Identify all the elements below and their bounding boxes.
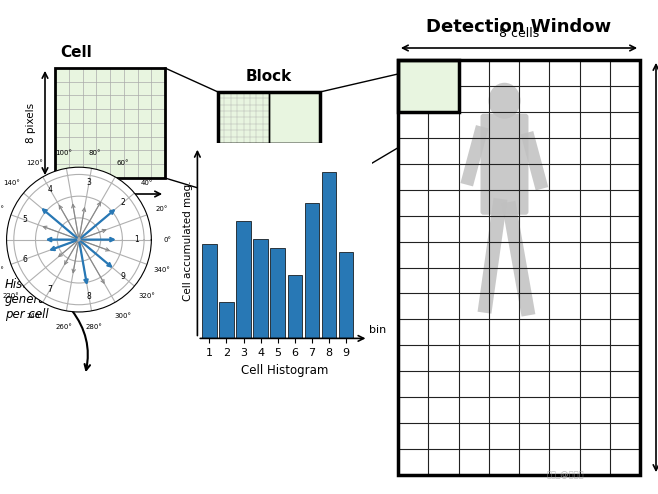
Text: 8 pixels: 8 pixels — [26, 103, 36, 143]
Text: Histogram
generated
per cell: Histogram generated per cell — [5, 278, 66, 321]
Text: 3: 3 — [87, 178, 91, 187]
FancyBboxPatch shape — [480, 114, 528, 215]
Bar — [219, 302, 234, 338]
Text: 6: 6 — [22, 255, 27, 264]
Text: 9: 9 — [121, 272, 126, 281]
Bar — [218, 143, 269, 194]
Bar — [322, 172, 336, 338]
Bar — [218, 92, 269, 143]
Bar — [270, 248, 285, 338]
Polygon shape — [501, 201, 536, 317]
Text: 2x2 cells: 2x2 cells — [241, 204, 297, 217]
X-axis label: Cell Histogram: Cell Histogram — [241, 364, 328, 376]
Text: 7: 7 — [47, 285, 53, 294]
Text: Block: Block — [246, 69, 292, 84]
Bar — [398, 60, 640, 475]
Text: 8 pixels: 8 pixels — [89, 205, 132, 215]
Bar — [218, 143, 269, 194]
Bar — [339, 251, 353, 338]
Polygon shape — [478, 198, 507, 314]
Bar — [269, 92, 320, 143]
Text: 1: 1 — [134, 235, 139, 244]
Bar — [218, 92, 269, 143]
Text: Detection Window: Detection Window — [426, 18, 611, 36]
Bar — [218, 92, 320, 194]
Text: Cell: Cell — [60, 45, 91, 60]
Text: 8 cells: 8 cells — [499, 27, 539, 40]
Bar — [55, 68, 165, 178]
Bar — [398, 60, 459, 112]
Ellipse shape — [488, 83, 520, 119]
Text: 2: 2 — [121, 198, 126, 207]
Bar — [269, 143, 320, 194]
Bar — [55, 68, 165, 178]
Polygon shape — [461, 125, 488, 186]
Text: 8: 8 — [87, 292, 91, 301]
Bar — [202, 245, 216, 338]
Bar — [253, 239, 268, 338]
Bar — [269, 143, 320, 194]
Text: 4: 4 — [47, 185, 53, 194]
Text: bin: bin — [369, 325, 386, 335]
Bar — [305, 203, 319, 338]
Text: 知乎_@小白菜: 知乎_@小白菜 — [546, 470, 584, 480]
Bar — [236, 221, 251, 338]
Bar — [288, 275, 302, 338]
Bar — [398, 60, 640, 475]
Y-axis label: Cell accumulated mag.: Cell accumulated mag. — [183, 181, 193, 301]
Polygon shape — [520, 131, 548, 191]
Bar — [269, 92, 320, 143]
Text: 5: 5 — [22, 215, 27, 224]
